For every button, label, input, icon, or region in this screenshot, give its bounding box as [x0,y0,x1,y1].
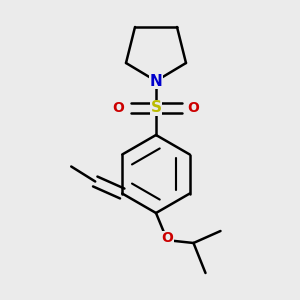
Text: O: O [112,101,124,115]
Text: O: O [161,232,173,245]
Text: S: S [151,100,161,116]
Text: O: O [188,101,200,115]
Text: N: N [150,74,162,88]
